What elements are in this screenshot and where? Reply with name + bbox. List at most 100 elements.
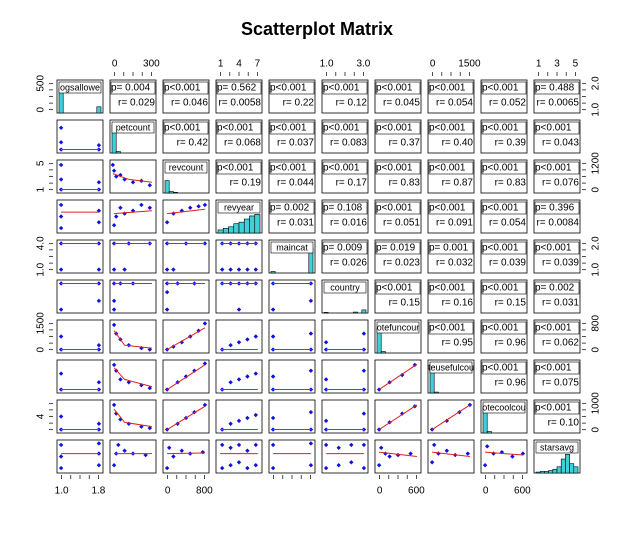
stat-box [481,321,527,335]
point [482,463,488,468]
p-value: p<0.001 [429,163,466,174]
axis-label: 0 [112,59,118,70]
panel-frame [162,199,210,234]
panel-frame [321,79,369,114]
hist-bar [96,106,102,114]
stat-box [216,121,262,135]
panel-frame [321,319,369,354]
axis-label: 3 [554,59,560,70]
variable-name: country [330,282,360,292]
fit-line [166,405,206,430]
axis-label: 0 [165,486,171,497]
r-value: r= 0.12 [336,98,368,109]
stat-box [375,281,421,295]
stat-box [534,241,580,255]
axis-label: 5 [573,59,579,70]
hist-bar [552,468,558,474]
panel-frame [215,399,263,434]
point [147,385,152,391]
panel-frame [109,239,157,274]
axis-label: 4 [236,59,242,70]
point [270,415,276,421]
stat-box [534,81,580,95]
p-value: p<0.001 [429,203,466,214]
fit-line [113,367,153,388]
p-value: p<0.001 [429,283,466,294]
point [270,374,276,379]
point [245,337,250,342]
stat-box [428,321,474,335]
point [111,168,117,173]
panel-frame [480,239,528,274]
point [308,427,314,432]
stat-box [428,241,474,255]
p-value: p<0.001 [376,83,413,94]
panel-frame [109,279,157,314]
point [236,442,242,448]
point [308,441,314,446]
hist-bar [556,466,562,474]
panel-frame [109,199,157,234]
point [220,267,225,272]
point [270,465,276,471]
point [126,421,131,426]
p-value: p<0.001 [217,163,254,174]
point [308,368,314,373]
point [188,205,193,210]
chart-title: Scatterplot Matrix [241,19,393,39]
point [270,347,276,352]
hist-bar [228,226,235,234]
p-value: p<0.001 [164,123,201,134]
panel-frame [480,319,528,354]
point [58,162,64,168]
point [58,125,64,130]
stat-box [375,241,421,255]
variable-name: otecoolcou [482,402,526,412]
point [164,465,170,471]
point [116,442,121,448]
r-value: r= 0.032 [436,258,473,269]
fit-line [167,452,205,455]
point [58,225,64,231]
point [245,267,250,272]
point [323,377,329,382]
fit-line [378,404,418,430]
point [111,267,117,272]
stat-box [534,361,580,375]
stat-box [269,201,315,215]
panel-frame [268,199,316,234]
panel-frame [56,199,104,234]
point [122,448,127,453]
panel-frame [374,159,422,194]
axis-label: 1 [218,59,224,70]
axis-label: 1.0 [591,102,602,116]
panel-frame [374,399,422,434]
p-value: p<0.001 [482,323,519,334]
name-box [270,241,314,254]
panel-frame [268,119,316,154]
p-value: p<0.001 [482,123,519,134]
panel-frame [109,319,157,354]
p-value: p= 0.108 [323,203,363,214]
stat-box [534,121,580,135]
point [220,442,225,448]
point [349,460,354,465]
point [308,463,314,468]
hist-bar [270,271,276,274]
r-value: r= 0.043 [542,138,579,149]
p-value: p<0.001 [429,83,466,94]
point [164,289,170,295]
p-value: p<0.001 [376,163,413,174]
point [520,451,526,456]
point [245,448,250,453]
point [200,449,205,455]
point [270,281,276,286]
panel-frame [374,239,422,274]
point [228,267,233,272]
r-value: r= 0.075 [542,378,579,389]
panel-frame [56,359,104,394]
axis-label: 1500 [36,312,47,335]
hist-bar [361,309,367,314]
hist-bar [217,229,224,234]
